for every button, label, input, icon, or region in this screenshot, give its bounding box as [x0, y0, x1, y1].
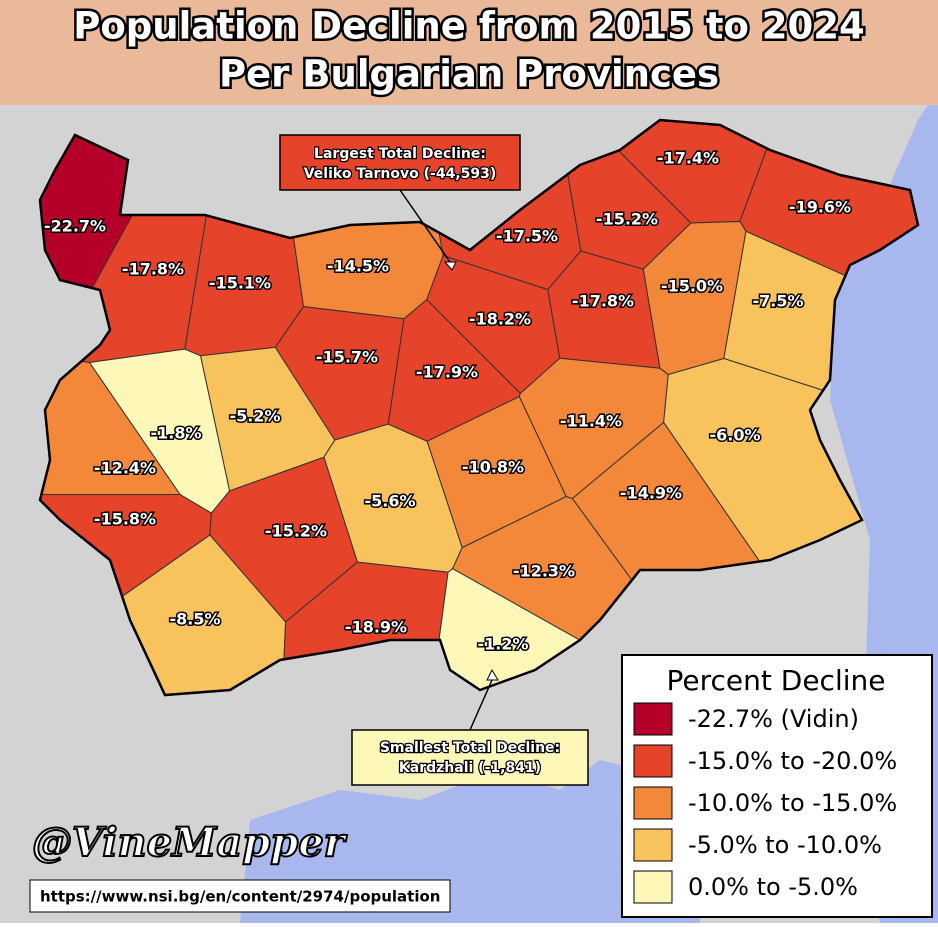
legend-title: Percent Decline	[667, 664, 886, 697]
province-label: -15.2%	[596, 210, 658, 229]
province-label: -6.0%	[709, 426, 760, 445]
title-band	[0, 0, 938, 105]
legend-swatch	[633, 744, 673, 778]
province-label: -7.5%	[752, 292, 803, 311]
province-label: -14.9%	[620, 484, 682, 503]
province-label: -18.9%	[345, 618, 407, 637]
callout-text: Smallest Total Decline:	[380, 740, 560, 756]
province-label: -18.2%	[469, 310, 531, 329]
province-label: -1.2%	[477, 635, 528, 654]
title: Population Decline from 2015 to 2024	[73, 5, 864, 48]
province	[400, 568, 918, 695]
province-label: -15.0%	[661, 277, 723, 296]
province-label: -17.8%	[122, 260, 184, 279]
province-label: -5.6%	[364, 492, 415, 511]
arrow-head	[443, 261, 457, 271]
legend-swatch	[633, 786, 673, 820]
country-outline	[38, 118, 920, 697]
province-label: -17.8%	[572, 292, 634, 311]
callout-text: Kardzhali (-1,841)	[399, 760, 541, 776]
callout-text: Veliko Tarnovo (-44,593)	[304, 166, 497, 182]
watermark: @VineMapper	[32, 819, 348, 866]
province-label: -22.7%	[44, 217, 106, 236]
province-label: -14.5%	[327, 257, 389, 276]
province-label: -10.8%	[462, 458, 524, 477]
province-label: -12.4%	[94, 459, 156, 478]
legend-label: 0.0% to -5.0%	[688, 873, 858, 901]
callout-box	[351, 729, 589, 786]
province-label: -17.5%	[496, 227, 558, 246]
legend-swatch	[633, 828, 673, 862]
callout-text: Largest Total Decline:	[314, 146, 486, 162]
legend-label: -10.0% to -15.0%	[688, 789, 897, 817]
callout-box	[279, 134, 521, 191]
arrow-head	[486, 668, 499, 681]
province-label: -5.2%	[229, 407, 280, 426]
province-label: -15.8%	[94, 510, 156, 529]
province-label: -8.5%	[169, 610, 220, 629]
source-box	[29, 879, 451, 913]
legend-label: -5.0% to -10.0%	[688, 831, 882, 859]
province-label: -15.1%	[209, 274, 271, 293]
province-label: -17.9%	[416, 363, 478, 382]
legend-box	[621, 654, 933, 918]
province-label: -19.6%	[789, 198, 851, 217]
province-label: -12.3%	[513, 562, 575, 581]
legend-label: -22.7% (Vidin)	[688, 705, 859, 733]
callout-arrow	[399, 189, 451, 263]
legend-entries: -22.7% (Vidin) -15.0% to -20.0% -10.0% to …	[633, 702, 897, 904]
legend-label: -15.0% to -20.0%	[688, 747, 897, 775]
legend-swatch	[633, 870, 673, 904]
legend-swatch	[633, 702, 673, 736]
province-labels: -22.7% -17.8% -15.1% -14.5% -17.5% -15.2% -17.…	[42, 147, 852, 655]
province-label: -11.4%	[560, 412, 622, 431]
callout-arrow	[469, 679, 493, 731]
source: https://www.nsi.bg/en/content/2974/popul…	[40, 888, 440, 906]
province-label: -15.7%	[316, 348, 378, 367]
province-label: -15.2%	[265, 522, 327, 541]
province-label: -17.4%	[657, 149, 719, 168]
province-label: -1.8%	[150, 424, 201, 443]
subtitle: Per Bulgarian Provinces	[219, 53, 719, 96]
